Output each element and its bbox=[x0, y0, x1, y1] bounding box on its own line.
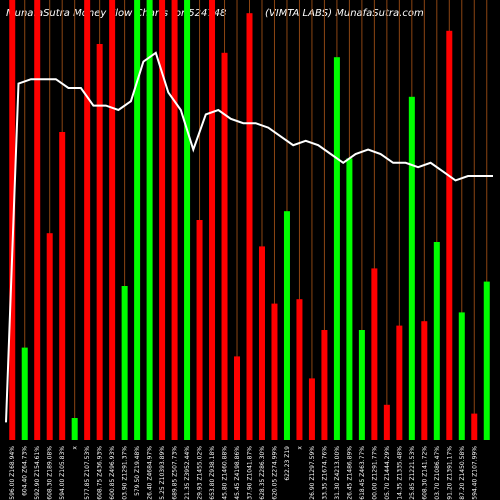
x-tick-label: 645.80 Z1460.88% bbox=[222, 446, 229, 500]
x-tick-label: 577.85 Z107.53% bbox=[84, 446, 91, 500]
bar bbox=[483, 281, 490, 440]
x-tick-label: 626.90 Z1297.59% bbox=[309, 446, 316, 500]
bar bbox=[121, 286, 128, 440]
bar bbox=[134, 0, 141, 440]
bar bbox=[59, 132, 66, 440]
bar bbox=[471, 413, 478, 440]
bar bbox=[21, 347, 28, 440]
x-tick-label: 665.25 Z10393.89% bbox=[159, 446, 166, 500]
x-tick-label: x bbox=[296, 446, 303, 450]
x-tick-label: 608.75 Z436.93% bbox=[97, 446, 104, 500]
x-tick-label: 618.45 Z463.77% bbox=[359, 446, 366, 500]
x-tick-label: 645.45 Z4198.86% bbox=[234, 446, 241, 500]
bar bbox=[308, 378, 315, 440]
chart-title-left: MunafaSutra Money Flow Charts for 524748 bbox=[6, 8, 227, 19]
x-tick-label: 621.35 Z3952.44% bbox=[184, 446, 191, 500]
bar bbox=[433, 242, 440, 440]
x-tick-label: 608.30 Z189.08% bbox=[47, 446, 54, 500]
bar bbox=[283, 211, 290, 440]
x-tick-label: 633.35 Z1674.76% bbox=[321, 446, 328, 500]
x-tick-label: 594.40 Z107.99% bbox=[471, 446, 478, 500]
x-tick-label: 591.20 Z1391.17% bbox=[446, 446, 453, 500]
x-tick-label: x bbox=[72, 446, 79, 450]
bar bbox=[358, 330, 365, 440]
bar bbox=[109, 0, 116, 440]
bar bbox=[84, 0, 91, 440]
bar bbox=[171, 0, 178, 440]
bar bbox=[258, 246, 265, 440]
bar bbox=[159, 0, 166, 440]
bar bbox=[421, 321, 428, 440]
bar bbox=[271, 303, 278, 440]
bar bbox=[146, 0, 153, 440]
bar bbox=[321, 330, 328, 440]
bar bbox=[408, 96, 415, 441]
x-tick-label: 600.85 Z496.93% bbox=[109, 446, 116, 500]
x-tick-label: 629.93 Z1455.02% bbox=[197, 446, 204, 500]
bar bbox=[196, 220, 203, 440]
price-line bbox=[5, 51, 493, 423]
bars bbox=[9, 0, 490, 441]
bar bbox=[446, 30, 453, 441]
bar bbox=[234, 356, 241, 440]
x-tick-label: 625.85 Z1221.53% bbox=[409, 446, 416, 500]
bar bbox=[346, 158, 353, 440]
bar bbox=[458, 312, 465, 440]
x-tick-label: 579.50 Z19.48% bbox=[134, 446, 141, 496]
bar bbox=[184, 0, 191, 440]
bar bbox=[209, 0, 216, 440]
x-tick-label: 620.05 Z274.99% bbox=[271, 446, 278, 500]
x-tick-label: 626.45 Z1486.89% bbox=[346, 446, 353, 500]
x-tick-label: 594.00 Z105.83% bbox=[59, 446, 66, 500]
x-tick-label: 626.40 Z4684.97% bbox=[147, 446, 154, 500]
x-tick-label: 614.35 Z1335.48% bbox=[396, 446, 403, 500]
x-tick-label: 592.90 Z154.61% bbox=[34, 446, 41, 500]
bar bbox=[96, 44, 103, 440]
bar bbox=[246, 13, 253, 440]
bar bbox=[383, 404, 390, 440]
x-tick-label: 604.40 Z64.73% bbox=[22, 446, 29, 496]
x-tick-label: 631.30 Z4213.00% bbox=[334, 446, 341, 500]
x-tick-label: 653.80 Z938.18% bbox=[209, 446, 216, 500]
bar bbox=[296, 299, 303, 440]
bar bbox=[9, 0, 16, 440]
x-tick-label: 628.35 Z286.30% bbox=[259, 446, 266, 500]
x-tick-label: 608.30 Z141.72% bbox=[421, 446, 428, 500]
x-tick-label: 587.20 Z1450.58% bbox=[459, 446, 466, 500]
chart-title-right: (VIMTA LABS) MunafaSutra.com bbox=[265, 8, 424, 19]
x-tick-label: 605.70 Z1444.29% bbox=[384, 446, 391, 500]
x-tick-label: 603.70 Z1086.47% bbox=[434, 446, 441, 500]
bar bbox=[46, 233, 53, 440]
price-line-layer bbox=[5, 51, 493, 423]
bar bbox=[396, 325, 403, 440]
x-tick-label: 689.85 Z507.73% bbox=[172, 446, 179, 500]
x-tick-label: 622.23 Z19 bbox=[284, 446, 291, 481]
x-tick-label: 600.00 Z1291.77% bbox=[371, 446, 378, 500]
x-tick-label: 637.90 Z1041.87% bbox=[247, 446, 254, 500]
bar bbox=[333, 57, 340, 440]
bar bbox=[71, 418, 78, 440]
bar bbox=[34, 0, 41, 440]
x-tick-labels: 596.00 Z168.94% 604.40 Z64.73% 592.90 Z154… bbox=[9, 446, 478, 500]
x-tick-label: 596.00 Z168.94% bbox=[9, 446, 16, 500]
bar bbox=[371, 268, 378, 440]
x-tick-label: 603.90 Z1291.37% bbox=[122, 446, 129, 500]
bar bbox=[221, 52, 228, 441]
